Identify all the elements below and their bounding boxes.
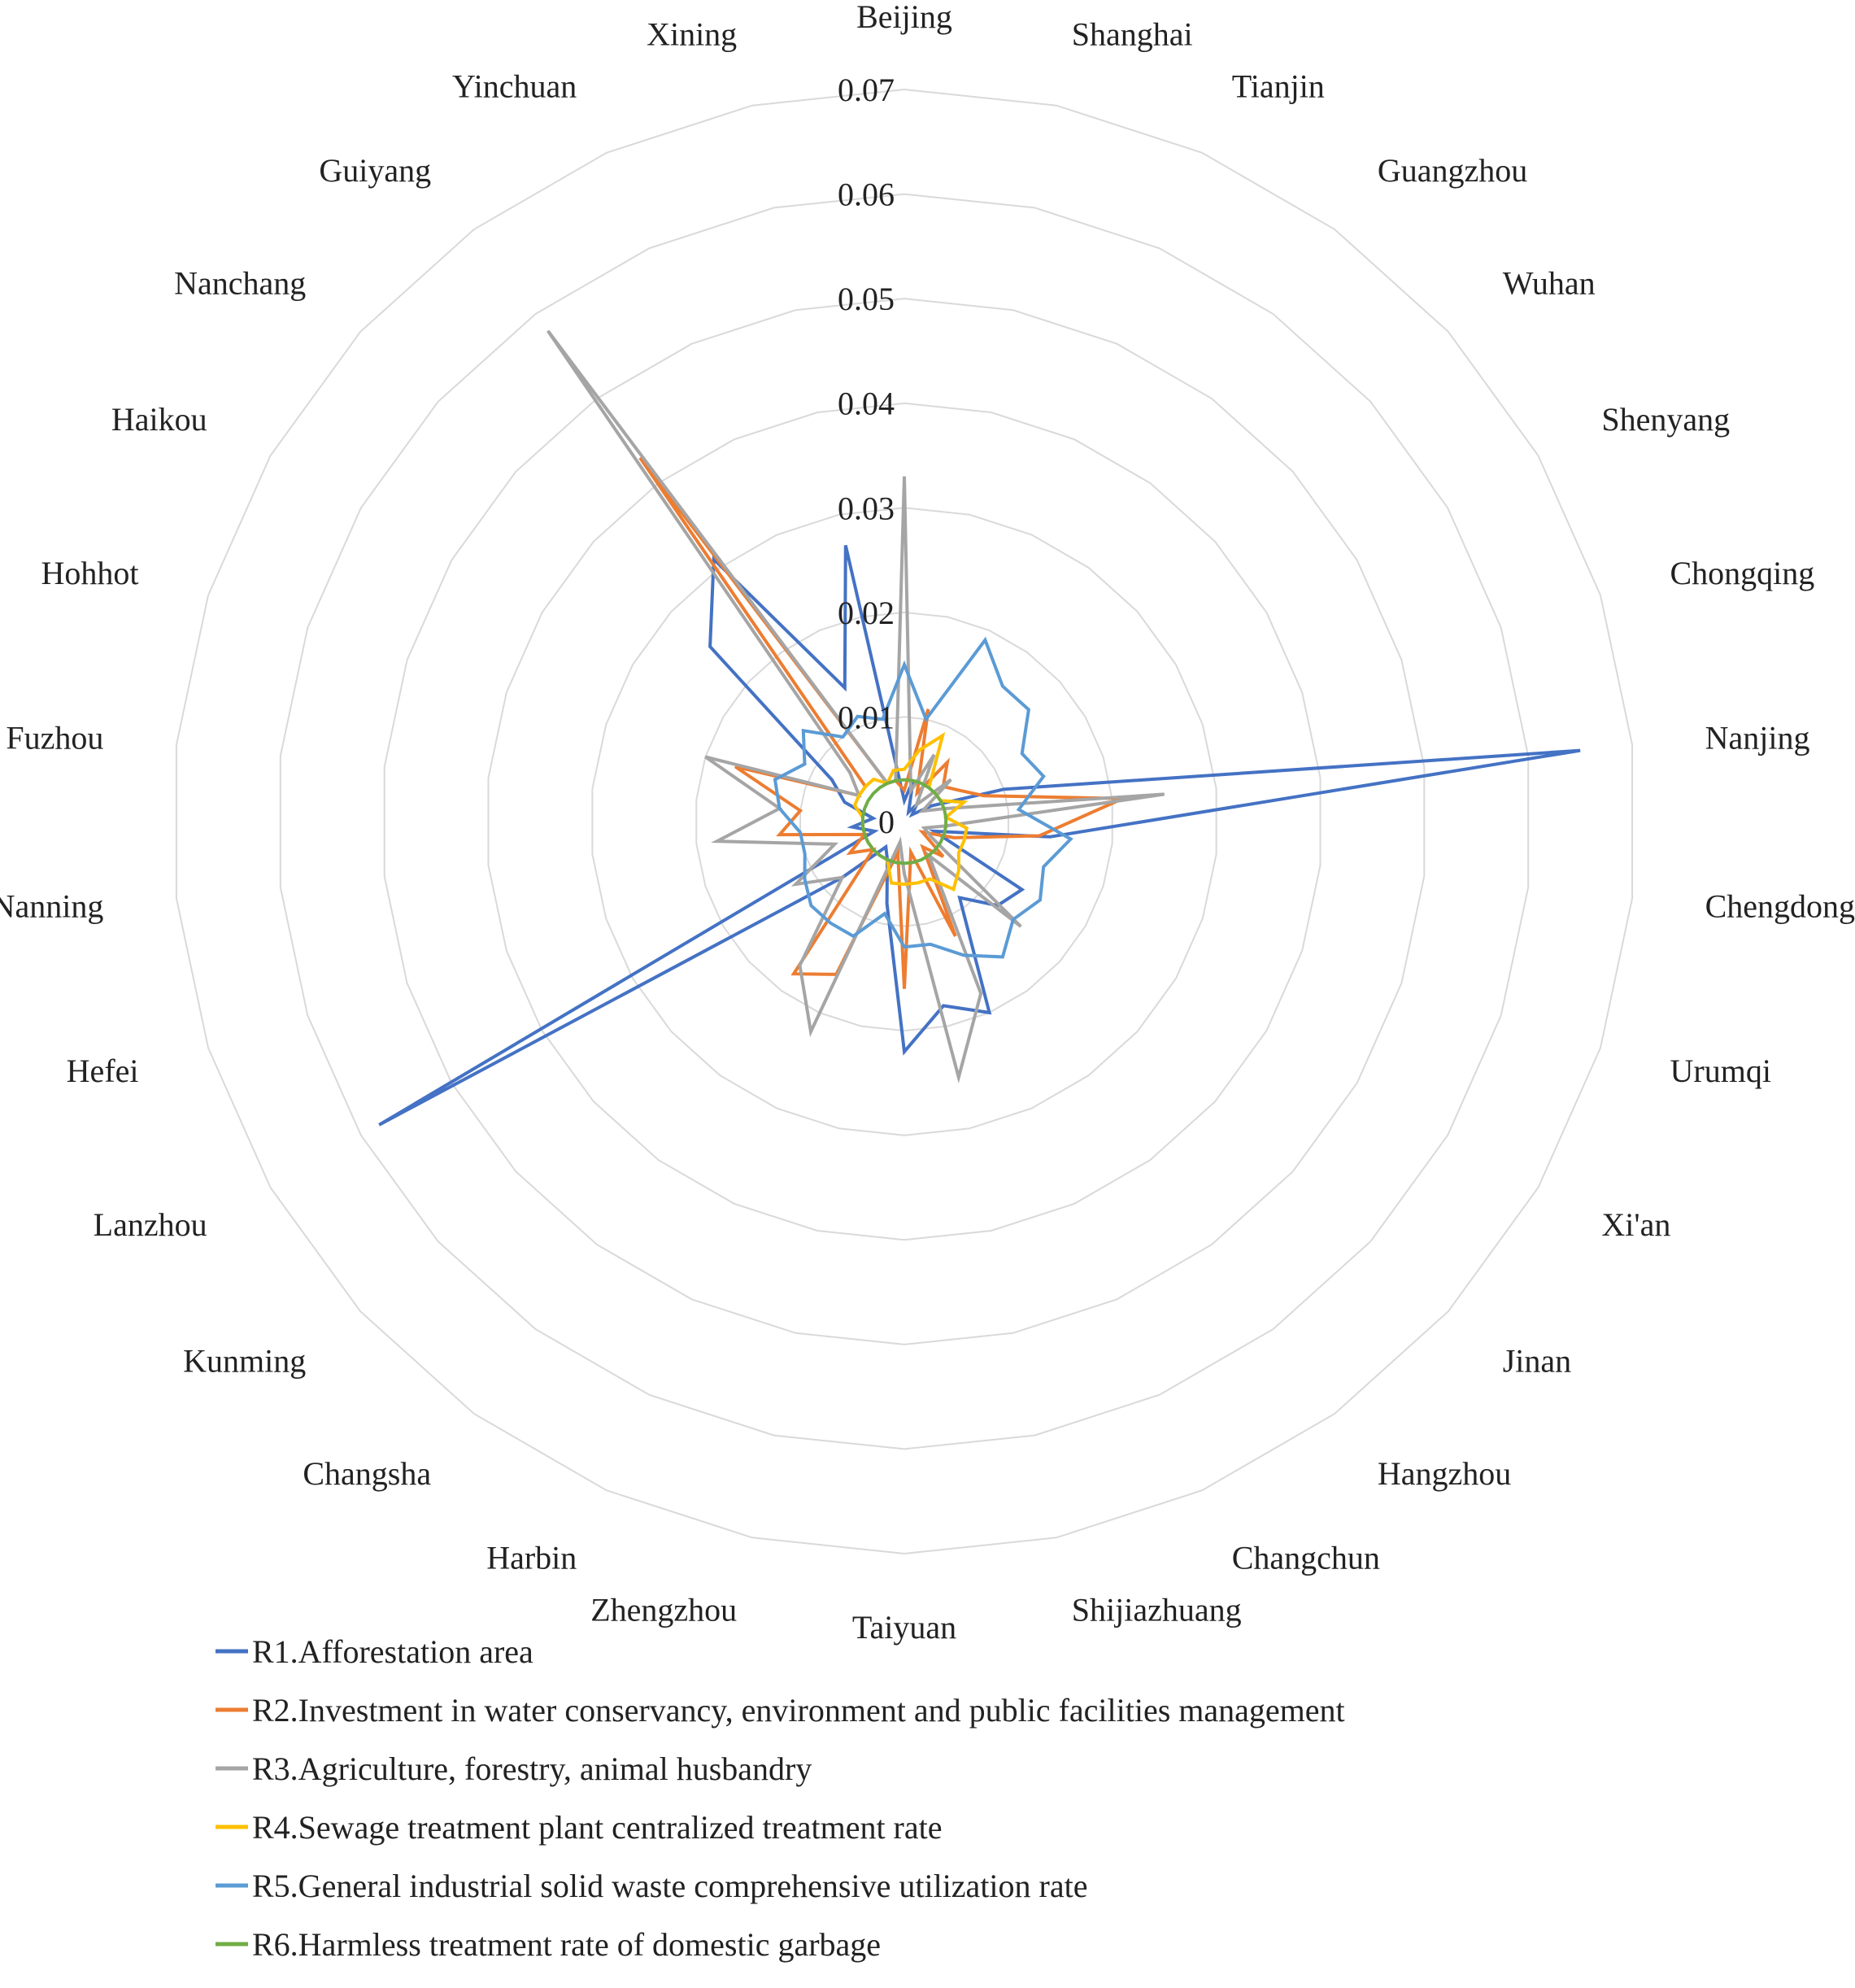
category-label: Fuzhou [6, 720, 103, 756]
category-label: Chongqing [1670, 555, 1815, 591]
category-label: Shenyang [1601, 401, 1730, 438]
tick-label: 0.03 [838, 490, 895, 526]
legend: R1.Afforestation area R2.Investment in wa… [216, 1633, 1345, 1963]
legend-label: R5.General industrial solid waste compre… [252, 1868, 1087, 1904]
grid-ring [281, 194, 1528, 1450]
tick-label: 0.07 [838, 72, 895, 108]
category-label: Lanzhou [94, 1206, 207, 1243]
category-label: Tianjin [1232, 68, 1325, 105]
tick-label: 0.02 [838, 595, 895, 631]
tick-layer: 0 0.01 0.02 0.03 0.04 0.05 0.06 0.07 [838, 72, 895, 840]
category-label: Xi'an [1601, 1206, 1670, 1243]
tick-label: 0 [878, 804, 895, 840]
category-label: Urumqi [1670, 1053, 1771, 1089]
legend-item: R4.Sewage treatment plant centralized tr… [216, 1809, 943, 1846]
tick-label: 0.06 [838, 177, 895, 213]
category-label: Wuhan [1503, 265, 1596, 302]
legend-label: R4.Sewage treatment plant centralized tr… [252, 1809, 943, 1846]
legend-label: R1.Afforestation area [252, 1633, 533, 1670]
tick-label: 0.04 [838, 386, 895, 422]
category-label: Kunming [183, 1342, 306, 1379]
legend-item: R2.Investment in water conservancy, envi… [216, 1692, 1345, 1729]
legend-item: R3.Agriculture, forestry, animal husband… [216, 1750, 812, 1787]
category-label: Taiyuan [852, 1609, 956, 1646]
category-label: Jinan [1503, 1342, 1571, 1379]
grid-ring [176, 89, 1632, 1554]
tick-label: 0.01 [838, 699, 895, 735]
category-label: Nanjing [1705, 720, 1810, 756]
legend-item: R6.Harmless treatment rate of domestic g… [216, 1926, 881, 1963]
series-layer [379, 331, 1580, 1125]
category-label: Haikou [111, 401, 207, 438]
legend-label: R2.Investment in water conservancy, envi… [252, 1692, 1345, 1729]
grid-ring [385, 299, 1425, 1345]
category-label: Shijiazhuang [1072, 1591, 1242, 1628]
series-group [379, 545, 1580, 1125]
category-label: Chengdong [1705, 888, 1855, 925]
category-label: Hangzhou [1378, 1455, 1511, 1492]
category-label: Beijing [856, 0, 952, 35]
category-label: Nanning [0, 888, 103, 925]
category-label: Hohhot [41, 555, 139, 591]
category-label: Shanghai [1072, 16, 1193, 53]
category-label: Harbin [486, 1539, 577, 1576]
category-label: Yinchuan [452, 68, 577, 105]
legend-label: R3.Agriculture, forestry, animal husband… [252, 1750, 812, 1787]
category-label: Xining [647, 16, 737, 53]
category-label: Changsha [303, 1455, 431, 1492]
category-label: Changchun [1232, 1539, 1380, 1576]
legend-item: R5.General industrial solid waste compre… [216, 1868, 1087, 1904]
legend-label: R6.Harmless treatment rate of domestic g… [252, 1926, 881, 1963]
category-label: Hefei [67, 1053, 139, 1089]
category-label: Nanchang [174, 265, 306, 302]
category-label: Guiyang [319, 152, 431, 189]
legend-item: R1.Afforestation area [216, 1633, 533, 1670]
category-label-layer: Beijing Shanghai Tianjin Guangzhou Wuhan Shen… [0, 0, 1855, 1646]
tick-label: 0.05 [838, 281, 895, 317]
grid-layer [176, 89, 1632, 1554]
category-label: Guangzhou [1378, 152, 1527, 189]
series-line [379, 545, 1580, 1125]
category-label: Zhengzhou [590, 1591, 737, 1628]
